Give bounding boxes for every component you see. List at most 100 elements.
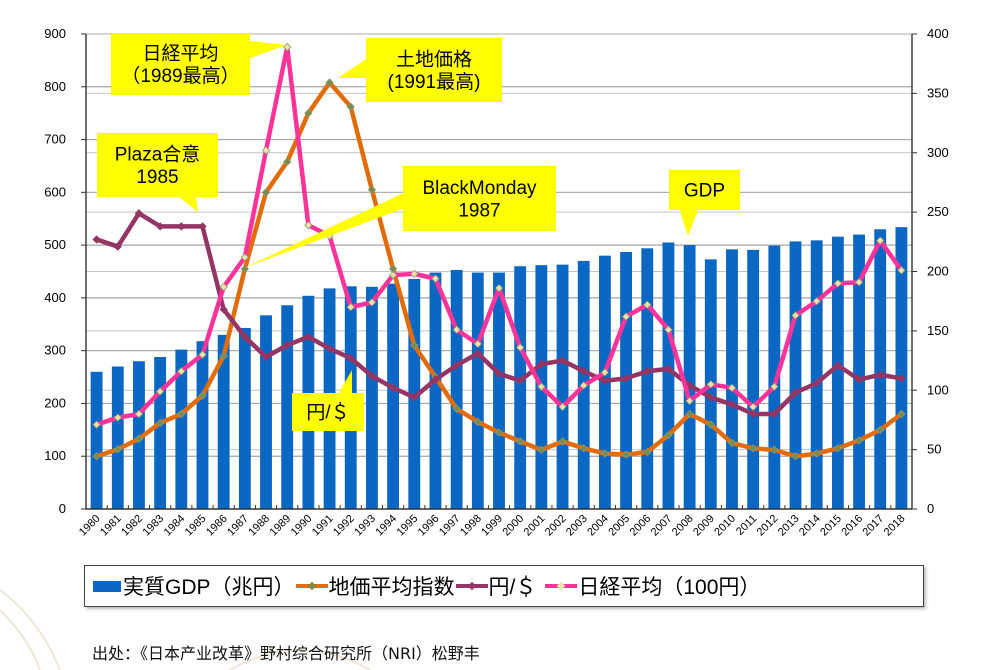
x-tick-label: 1992 bbox=[331, 513, 357, 539]
point-nikkei-2008 bbox=[685, 396, 694, 406]
left-tick-label: 600 bbox=[44, 184, 66, 199]
point-yen-dollar-2011 bbox=[748, 409, 758, 419]
legend-label-land: 地価平均指数 bbox=[328, 576, 455, 599]
gdp-bars bbox=[90, 227, 908, 510]
x-tick-label: 2014 bbox=[797, 513, 823, 539]
point-land-index-1988 bbox=[261, 188, 271, 197]
point-yen-dollar-1999 bbox=[494, 369, 504, 378]
legend: 実質GDP（兆円） 地価平均指数 円/＄ 日経平均（100円） bbox=[84, 565, 924, 607]
callout-text: GDP bbox=[684, 181, 725, 202]
axes bbox=[81, 33, 917, 510]
point-land-index-2015 bbox=[833, 444, 843, 453]
point-nikkei-2014 bbox=[812, 297, 821, 306]
point-yen-dollar-2004 bbox=[600, 376, 610, 385]
point-land-index-2005 bbox=[621, 450, 631, 459]
callout-box bbox=[97, 133, 218, 197]
point-nikkei-1980 bbox=[92, 420, 101, 429]
point-land-index-1987 bbox=[240, 264, 250, 274]
callout-text: 1987 bbox=[458, 201, 500, 222]
point-yen-dollar-1985 bbox=[198, 222, 207, 231]
bar-gdp-1996 bbox=[429, 272, 442, 509]
bar-gdp-2000 bbox=[514, 266, 527, 509]
bar-gdp-2007 bbox=[662, 242, 675, 509]
point-yen-dollar-2006 bbox=[643, 367, 652, 376]
left-tick-label: 100 bbox=[44, 448, 66, 463]
point-nikkei-1993 bbox=[367, 298, 377, 307]
x-tick-label: 1986 bbox=[204, 513, 230, 539]
point-yen-dollar-2016 bbox=[854, 375, 864, 384]
point-yen-dollar-2002 bbox=[558, 356, 567, 365]
point-yen-dollar-2010 bbox=[727, 400, 737, 409]
bar-gdp-2002 bbox=[556, 264, 569, 509]
bar-gdp-1985 bbox=[196, 341, 209, 509]
bar-gdp-1993 bbox=[365, 286, 378, 509]
point-land-index-2001 bbox=[537, 445, 546, 455]
point-land-index-2016 bbox=[854, 436, 864, 445]
bar-gdp-1988 bbox=[260, 315, 272, 509]
left-axis-ticks: 0 100 200 300 400 500 600 700 800 900 bbox=[44, 26, 66, 516]
x-tick-label: 1998 bbox=[458, 513, 484, 539]
x-tick-label: 2004 bbox=[585, 513, 611, 539]
bar-gdp-2014 bbox=[810, 240, 823, 509]
point-nikkei-1994 bbox=[388, 270, 398, 280]
x-tick-label: 1996 bbox=[416, 513, 442, 539]
point-nikkei-1999 bbox=[494, 283, 504, 293]
point-land-index-2010 bbox=[727, 438, 737, 448]
point-nikkei-1995 bbox=[410, 269, 419, 279]
bar-gdp-1989 bbox=[281, 305, 294, 509]
point-nikkei-2002 bbox=[558, 402, 567, 412]
right-tick-label: 50 bbox=[927, 442, 941, 457]
point-yen-dollar-2014 bbox=[812, 378, 821, 388]
point-yen-dollar-2013 bbox=[791, 388, 800, 397]
callout-text: BlackMonday bbox=[422, 178, 537, 199]
x-tick-label: 2011 bbox=[734, 513, 759, 538]
right-tick-label: 400 bbox=[927, 26, 949, 41]
point-yen-dollar-1992 bbox=[346, 354, 355, 363]
point-nikkei-2018 bbox=[897, 266, 906, 275]
point-yen-dollar-1997 bbox=[452, 361, 461, 370]
bar-gdp-2016 bbox=[853, 234, 865, 510]
point-land-index-1989 bbox=[283, 157, 292, 166]
callout-text: 日経平均 bbox=[142, 42, 218, 64]
right-tick-label: 0 bbox=[927, 501, 934, 516]
x-tick-label: 2003 bbox=[564, 513, 590, 539]
point-land-index-2014 bbox=[812, 449, 821, 458]
x-tick-label: 2009 bbox=[691, 513, 717, 539]
x-tick-label: 2002 bbox=[543, 513, 569, 539]
right-tick-label: 150 bbox=[927, 323, 949, 338]
x-tick-label: 2017 bbox=[861, 513, 887, 539]
point-nikkei-2001 bbox=[537, 382, 546, 391]
left-tick-label: 200 bbox=[44, 395, 66, 410]
point-land-index-2000 bbox=[516, 437, 525, 446]
point-yen-dollar-1991 bbox=[325, 344, 334, 353]
callout-box bbox=[669, 170, 740, 210]
x-tick-label: 1997 bbox=[437, 513, 463, 539]
point-nikkei-2010 bbox=[727, 383, 737, 393]
x-tick-label: 1999 bbox=[479, 513, 505, 539]
bar-gdp-1980 bbox=[90, 371, 103, 509]
line-series bbox=[92, 42, 906, 461]
point-yen-dollar-1993 bbox=[367, 371, 377, 381]
x-tick-label: 2008 bbox=[670, 513, 696, 539]
callout-pointer bbox=[240, 40, 286, 62]
point-land-index-2012 bbox=[770, 445, 779, 455]
combo-chart: 0 100 200 300 400 500 600 700 800 900 0 50 100 150 20… bbox=[44, 26, 949, 539]
callout-box bbox=[403, 166, 556, 231]
x-tick-label: 1993 bbox=[352, 513, 378, 539]
legend-swatch-nikkei bbox=[545, 581, 578, 591]
left-tick-label: 500 bbox=[44, 237, 66, 252]
point-yen-dollar-1980 bbox=[92, 235, 101, 244]
point-nikkei-2003 bbox=[579, 381, 588, 390]
point-land-index-1991 bbox=[325, 78, 334, 87]
point-land-index-2017 bbox=[876, 425, 885, 434]
callout-nikkei-peak: 日経平均（1989最高） bbox=[111, 33, 286, 95]
bar-gdp-1983 bbox=[154, 357, 167, 509]
point-land-index-1997 bbox=[452, 404, 461, 413]
point-land-index-2018 bbox=[897, 409, 906, 419]
legend-item-yen: 円/＄ bbox=[455, 571, 536, 601]
point-nikkei-2007 bbox=[664, 325, 673, 334]
point-land-index-1999 bbox=[494, 428, 504, 437]
x-tick-label: 2015 bbox=[818, 513, 844, 539]
